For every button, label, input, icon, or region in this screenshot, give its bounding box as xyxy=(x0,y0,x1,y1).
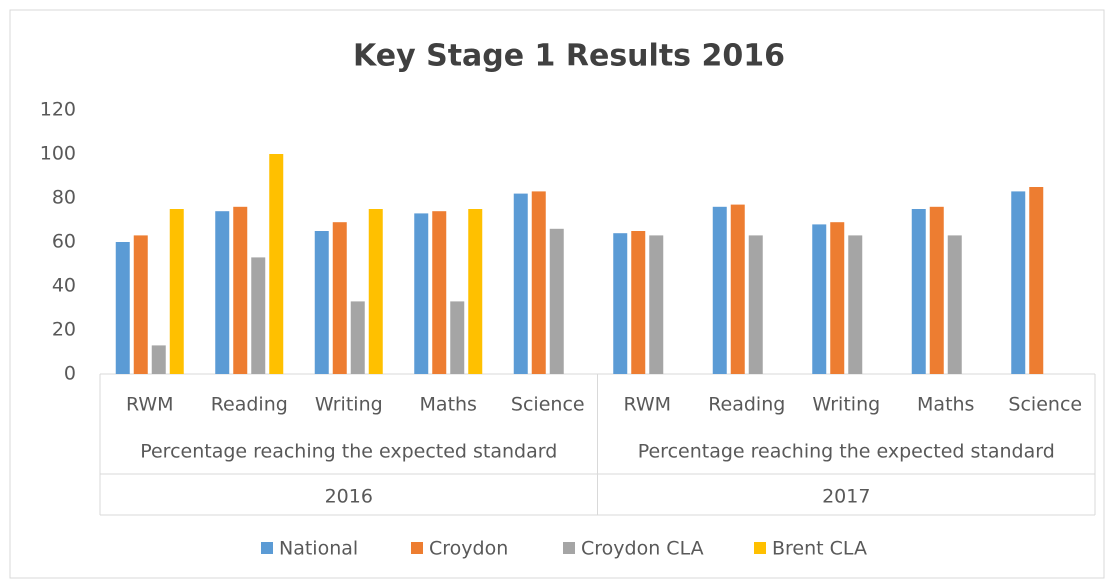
x-tick-label: Maths xyxy=(420,394,477,416)
group-label: 2016 xyxy=(325,486,373,508)
x-tick-label: RWM xyxy=(623,394,671,416)
bar xyxy=(133,235,148,374)
x-tick-label: Reading xyxy=(211,394,288,416)
legend-label: Brent CLA xyxy=(772,538,867,560)
bar xyxy=(1029,187,1044,374)
y-tick-label: 40 xyxy=(52,275,76,297)
bar xyxy=(432,211,447,374)
legend-swatch xyxy=(563,542,575,554)
group-sublabel: Percentage reaching the expected standar… xyxy=(140,441,557,463)
y-tick-label: 60 xyxy=(52,231,76,253)
legend-swatch xyxy=(754,542,766,554)
bar xyxy=(531,191,546,374)
bar xyxy=(730,204,745,374)
bar xyxy=(332,222,347,374)
chart-title: Key Stage 1 Results 2016 xyxy=(353,39,785,74)
bar xyxy=(613,233,628,374)
bar xyxy=(269,154,284,374)
bar xyxy=(368,209,383,374)
bar xyxy=(748,235,763,374)
bar xyxy=(151,345,166,374)
bar xyxy=(631,231,646,374)
legend-swatch xyxy=(261,542,273,554)
bar xyxy=(848,235,863,374)
bar xyxy=(549,228,564,374)
bar xyxy=(169,209,184,374)
y-tick-label: 20 xyxy=(52,319,76,341)
bar xyxy=(450,301,465,374)
group-sublabel: Percentage reaching the expected standar… xyxy=(638,441,1055,463)
bar xyxy=(929,206,944,374)
y-tick-label: 100 xyxy=(40,143,76,165)
bar xyxy=(513,193,528,374)
bar xyxy=(215,211,230,374)
legend-swatch xyxy=(411,542,423,554)
bar xyxy=(251,257,266,374)
x-tick-label: Science xyxy=(1008,394,1082,416)
bar xyxy=(468,209,483,374)
bar xyxy=(947,235,962,374)
bar xyxy=(314,231,329,374)
y-tick-label: 0 xyxy=(64,363,76,385)
bar xyxy=(233,206,248,374)
legend-label: Croydon CLA xyxy=(581,538,704,560)
x-tick-label: Reading xyxy=(708,394,785,416)
bar xyxy=(812,224,827,374)
y-tick-label: 120 xyxy=(40,99,76,121)
x-tick-label: Writing xyxy=(812,394,880,416)
x-tick-label: Writing xyxy=(315,394,383,416)
bar xyxy=(414,213,429,374)
bar xyxy=(911,209,926,374)
bar xyxy=(649,235,664,374)
x-tick-label: RWM xyxy=(126,394,174,416)
y-tick-label: 80 xyxy=(52,187,76,209)
bar xyxy=(350,301,365,374)
legend-label: Croydon xyxy=(429,538,508,560)
legend-label: National xyxy=(279,538,358,560)
x-tick-label: Maths xyxy=(917,394,974,416)
bar xyxy=(712,206,727,374)
bar xyxy=(830,222,845,374)
group-label: 2017 xyxy=(822,486,870,508)
x-tick-label: Science xyxy=(511,394,585,416)
bar xyxy=(115,242,130,374)
bar xyxy=(1011,191,1026,374)
